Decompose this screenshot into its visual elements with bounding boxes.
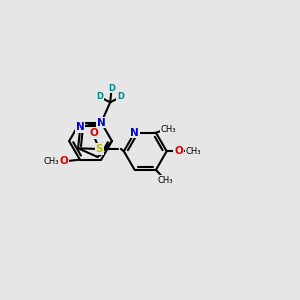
Text: N: N bbox=[97, 118, 106, 128]
Text: D: D bbox=[96, 92, 103, 101]
Text: CH₃: CH₃ bbox=[185, 147, 201, 156]
Text: O: O bbox=[174, 146, 183, 156]
Text: CH₃: CH₃ bbox=[161, 125, 176, 134]
Text: D: D bbox=[108, 84, 115, 93]
Text: N: N bbox=[76, 122, 85, 132]
Text: D: D bbox=[117, 92, 124, 101]
Text: S: S bbox=[96, 144, 103, 154]
Text: CH₃: CH₃ bbox=[157, 176, 172, 185]
Text: O: O bbox=[90, 128, 98, 138]
Text: CH₃: CH₃ bbox=[43, 157, 59, 166]
Text: N: N bbox=[130, 128, 139, 138]
Text: O: O bbox=[59, 156, 68, 166]
